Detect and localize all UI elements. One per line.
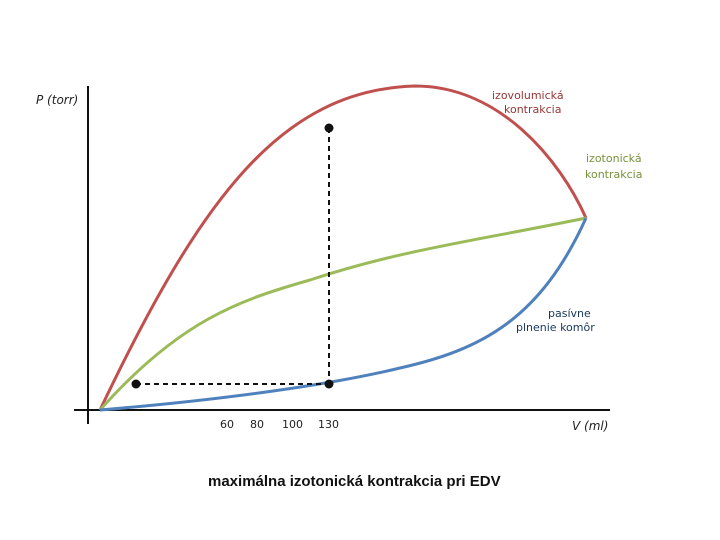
- point-start-volume: [131, 379, 141, 389]
- isotonic-label-line1: izotonická: [586, 152, 642, 165]
- isotonic-contraction-curve: [98, 216, 587, 411]
- passive-filling-curve: [99, 217, 588, 412]
- passive-label-line1: pasívne: [548, 307, 591, 320]
- passive-label-line2: plnenie komôr: [516, 321, 595, 334]
- diagram-caption: maximálna izotonická kontrakcia pri EDV: [208, 473, 501, 490]
- y-axis-label: P (torr): [36, 93, 78, 107]
- x-tick-label: 80: [250, 418, 264, 431]
- isotonic-label-line2: kontrakcia: [585, 168, 642, 181]
- x-tick-label: 60: [220, 418, 234, 431]
- x-tick-label: 100: [282, 418, 303, 431]
- x-axis-label: V (ml): [572, 419, 608, 433]
- isovolumic-label-line1: izovolumická: [492, 89, 564, 102]
- point-isovolumic: [324, 123, 334, 133]
- x-tick-label: 130: [318, 418, 339, 431]
- isovolumic-contraction-curve: [98, 84, 588, 411]
- point-edv: [324, 379, 334, 389]
- isovolumic-label-line2: kontrakcia: [504, 103, 561, 116]
